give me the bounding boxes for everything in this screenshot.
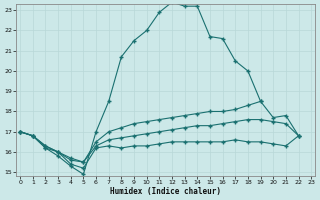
X-axis label: Humidex (Indice chaleur): Humidex (Indice chaleur) — [110, 187, 221, 196]
